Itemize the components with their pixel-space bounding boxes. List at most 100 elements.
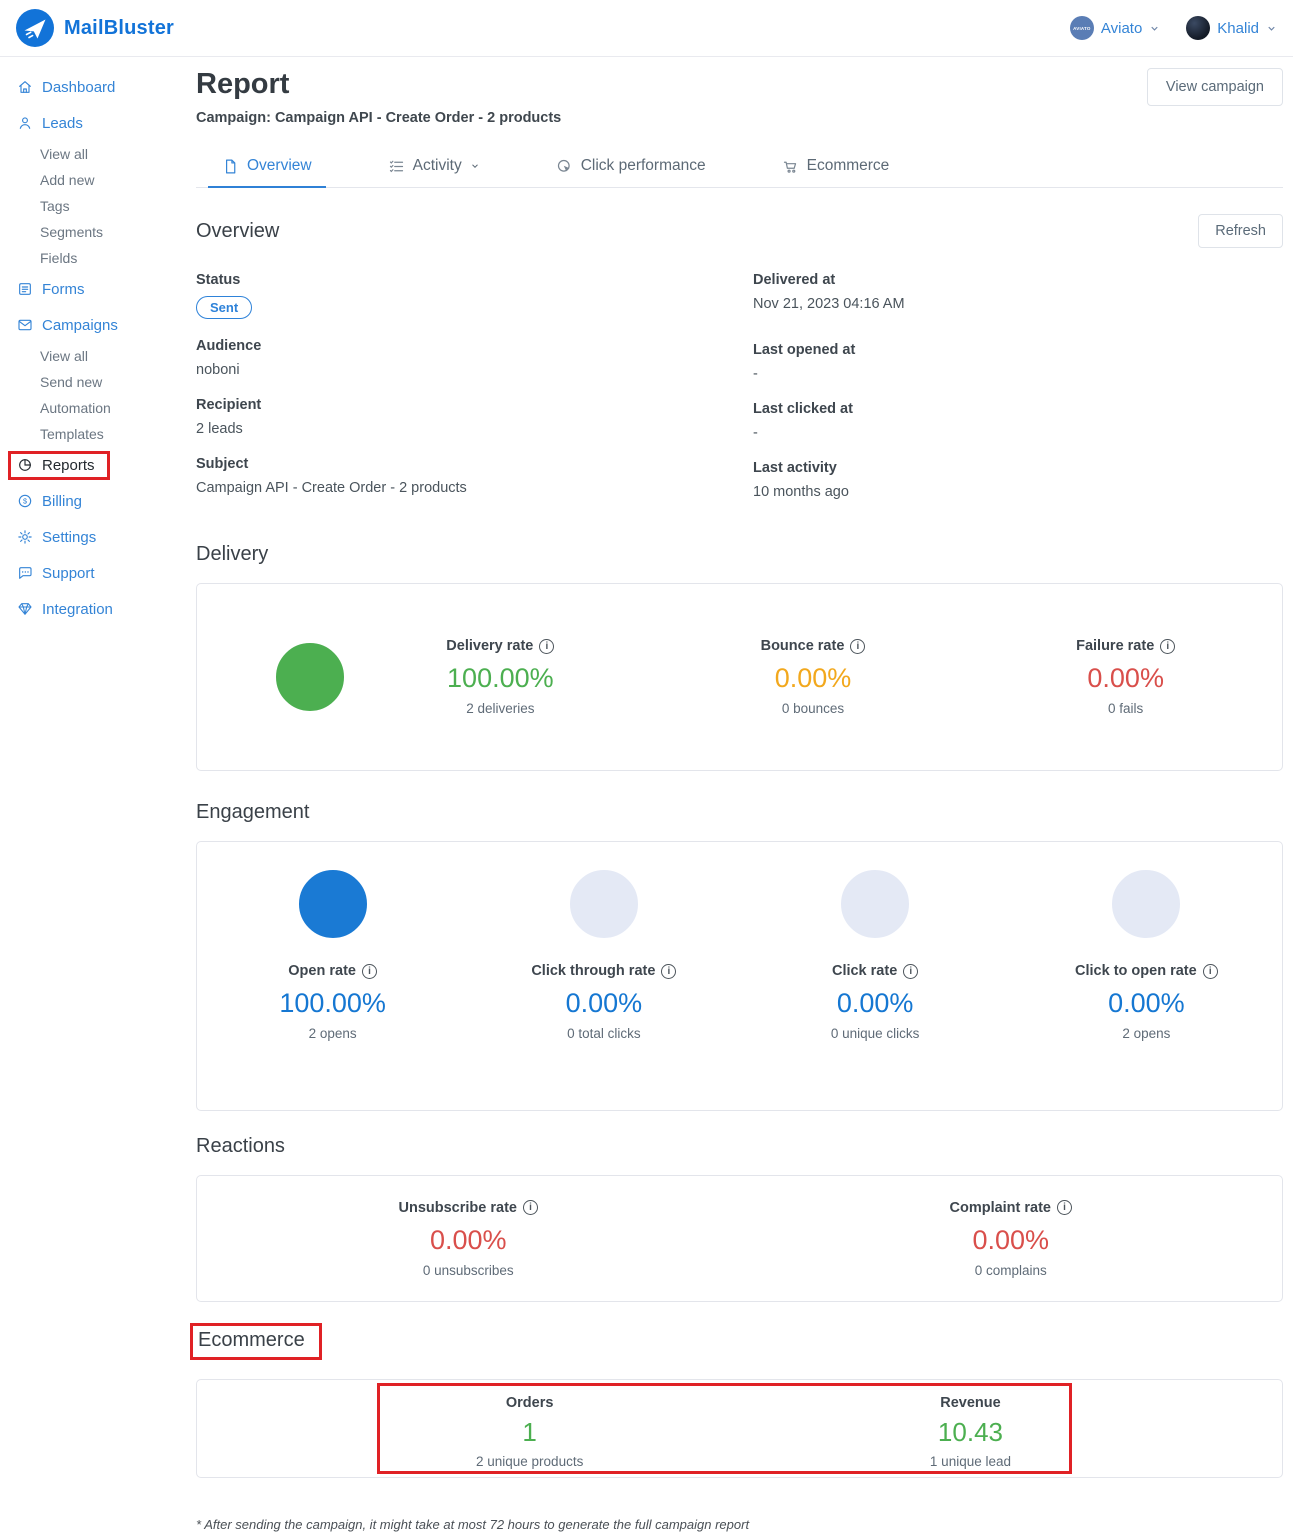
chevron-down-icon [470,161,480,171]
sidebar-item-reports[interactable]: Reports [0,447,196,483]
sidebar-item-campaigns-view-all[interactable]: View all [40,348,88,364]
list-check-icon [388,158,405,175]
info-icon[interactable]: i [903,963,919,979]
click-icon [556,158,573,175]
mail-icon [17,317,33,333]
user-menu[interactable]: Khalid [1186,16,1277,40]
status-badge: Sent [196,296,253,319]
tab-activity[interactable]: Activity [374,149,494,187]
home-icon [17,79,33,95]
sidebar-item-label: Billing [42,492,83,510]
sidebar-item-leads-fields[interactable]: Fields [40,250,78,266]
open-rate-donut-chart [298,870,367,938]
sidebar-item-label: Settings [42,528,97,546]
chevron-down-icon [1149,23,1160,34]
sidebar-item-leads-view-all[interactable]: View all [40,146,88,162]
delivery-card: Delivery rate i 100.00% 2 deliveries Boun… [196,583,1283,771]
sidebar-item-leads-add-new[interactable]: Add new [40,172,95,188]
field-subject: Subject Campaign API - Create Order - 2 … [196,456,467,496]
cart-icon [782,158,799,175]
sidebar-item-leads-segments[interactable]: Segments [40,224,104,240]
tab-ecommerce[interactable]: Ecommerce [768,149,904,187]
info-icon[interactable]: i [1057,1200,1072,1215]
overview-heading: Overview [196,219,280,242]
annotation-box-ecommerce-metrics: Orders 1 2 unique products Revenue 10.43… [377,1383,1072,1474]
sidebar-item-dashboard[interactable]: Dashboard [0,69,196,105]
field-status: Status Sent [196,272,753,319]
refresh-button[interactable]: Refresh [1198,214,1283,248]
campaign-subtitle: Campaign: Campaign API - Create Order - … [196,110,562,126]
user-name: Khalid [1217,19,1259,37]
info-icon[interactable]: i [522,1200,538,1215]
delivery-donut-chart [276,643,344,711]
sidebar-item-billing[interactable]: $ Billing [0,483,196,519]
annotation-box-reports: Reports [8,450,110,480]
info-icon[interactable]: i [361,963,377,979]
metric-click-through-rate: Click through rate i 0.00% 0 total clicks [468,870,739,1110]
field-audience: Audience noboni [196,338,262,378]
user-avatar [1186,16,1211,40]
sidebar-item-label: Leads [42,114,83,132]
click-to-open-rate-donut-chart [1112,870,1181,938]
reactions-heading: Reactions [196,1135,285,1157]
view-campaign-button[interactable]: View campaign [1146,68,1283,106]
sidebar-item-forms[interactable]: Forms [0,271,196,307]
sidebar-item-leads[interactable]: Leads [0,105,196,141]
metric-delivery-rate: Delivery rate i 100.00% 2 deliveries [446,638,555,716]
click-rate-donut-chart [841,870,910,938]
metric-failure-rate: Failure rate i 0.00% 0 fails [969,638,1282,716]
sidebar-item-campaigns-automation[interactable]: Automation [40,400,111,416]
tab-overview[interactable]: Overview [208,149,326,188]
tab-click-performance[interactable]: Click performance [542,149,720,187]
sidebar-item-leads-tags[interactable]: Tags [40,198,70,214]
sidebar-item-campaigns[interactable]: Campaigns [0,307,196,343]
field-recipient: Recipient 2 leads [196,397,262,437]
report-footnote: * After sending the campaign, it might t… [196,1517,750,1532]
delivery-heading: Delivery [196,543,269,565]
sidebar-item-campaigns-send-new[interactable]: Send new [40,374,103,390]
svg-text:$: $ [23,497,27,506]
dollar-icon: $ [17,493,33,509]
engagement-heading: Engagement [196,801,310,823]
chat-icon [17,565,33,581]
metric-click-to-open-rate: Click to open rate i 0.00% 2 opens [1011,870,1282,1110]
workspace-switcher[interactable]: AVIATO Aviato [1069,16,1160,40]
form-icon [17,281,33,297]
document-icon [222,158,239,175]
brand-name: MailBluster [64,16,175,39]
sidebar-item-label: Integration [42,600,113,618]
sidebar-item-support[interactable]: Support [0,555,196,591]
sidebar-item-settings[interactable]: Settings [0,519,196,555]
annotation-box-ecommerce-heading: Ecommerce [190,1323,322,1360]
info-icon[interactable]: i [850,638,866,654]
gear-icon [17,529,33,545]
field-last-opened-at: Last opened at - [753,342,856,382]
metric-unsubscribe-rate: Unsubscribe rate i 0.00% 0 unsubscribes [197,1200,740,1278]
metric-click-rate: Click rate i 0.00% 0 unique clicks [740,870,1011,1110]
topbar: MailBluster AVIATO Aviato Khalid [0,0,1293,57]
sidebar: Dashboard Leads View all Add new Tags Se… [0,57,196,627]
metric-bounce-rate: Bounce rate i 0.00% 0 bounces [657,638,970,716]
field-last-clicked-at: Last clicked at - [753,401,853,441]
report-tabs: Overview Activity Click performance Ecom… [196,149,1283,188]
sidebar-item-label: Campaigns [42,316,118,334]
sidebar-item-label: Forms [42,280,85,298]
brand-logo[interactable]: MailBluster [16,9,174,47]
pie-chart-icon [17,457,33,473]
metric-orders: Orders 1 2 unique products [476,1395,584,1469]
overview-fields: Status Sent Audience noboni Recipient 2 … [196,272,1283,519]
page-title: Report [196,68,290,100]
info-icon[interactable]: i [661,963,677,979]
metric-complaint-rate: Complaint rate i 0.00% 0 complains [740,1200,1283,1278]
ecommerce-card: Orders 1 2 unique products Revenue 10.43… [196,1379,1283,1478]
sidebar-item-campaigns-templates[interactable]: Templates [40,426,104,442]
reactions-card: Unsubscribe rate i 0.00% 0 unsubscribes C… [196,1175,1283,1302]
info-icon[interactable]: i [1160,638,1176,654]
field-delivered-at: Delivered at Nov 21, 2023 04:16 AM [753,272,905,312]
mailbluster-logo-icon [16,9,54,47]
info-icon[interactable]: i [539,638,555,654]
info-icon[interactable]: i [1202,963,1218,979]
workspace-name: Aviato [1100,19,1143,37]
sidebar-item-integration[interactable]: Integration [0,591,196,627]
metric-revenue: Revenue 10.43 1 unique lead [929,1395,1011,1469]
